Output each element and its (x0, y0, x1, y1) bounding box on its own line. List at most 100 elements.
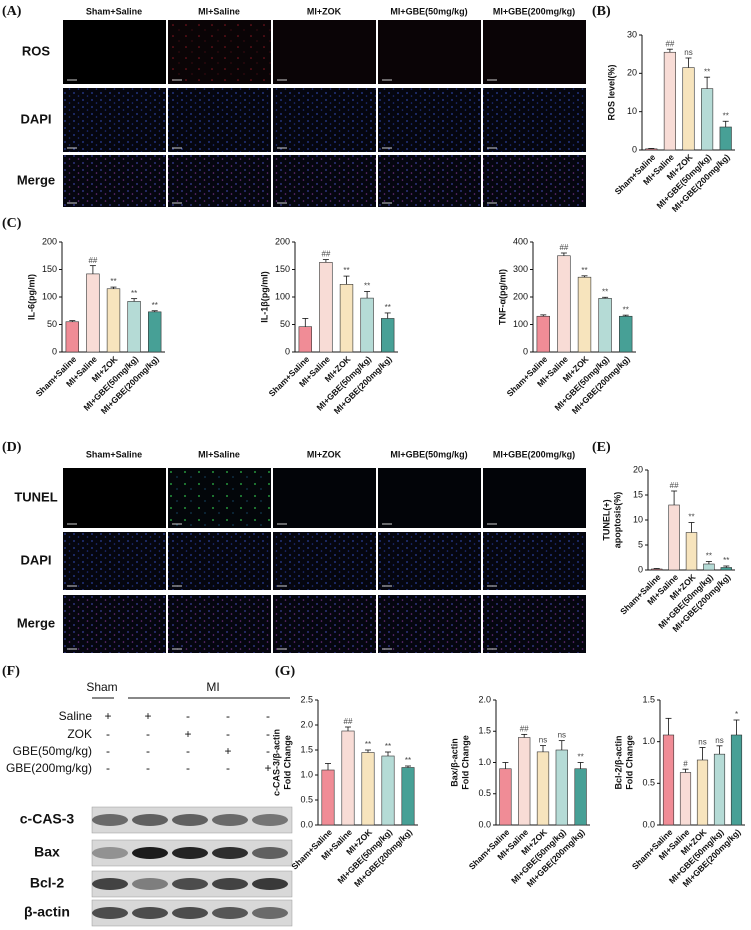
blot-band (132, 878, 168, 890)
significance: ** (385, 742, 391, 751)
y-tick-label: 50 (280, 319, 290, 329)
significance: ns (539, 736, 547, 745)
bar (668, 504, 680, 571)
bar (339, 284, 354, 353)
y-tick-label: 2.5 (300, 694, 313, 704)
row-label: Merge (17, 172, 55, 187)
blot-band (172, 814, 208, 826)
micrograph (63, 88, 166, 152)
bar (65, 321, 79, 353)
micrograph (483, 88, 586, 152)
y-tick-label: 0 (523, 346, 528, 356)
y-tick-label: 5 (638, 539, 643, 549)
treatment-sign: + (264, 761, 271, 775)
significance: ** (365, 740, 371, 749)
bar (577, 276, 592, 353)
significance: ** (704, 67, 710, 76)
treatment-label: ZOK (67, 727, 92, 741)
bar (557, 255, 571, 353)
blot-band (212, 907, 248, 919)
bar (701, 88, 714, 151)
protein-label: c-CAS-3 (20, 811, 75, 827)
bar (651, 568, 663, 571)
column-header: MI+ZOK (307, 449, 342, 459)
column-header: MI+GBE(50mg/kg) (390, 6, 467, 16)
significance: ** (405, 756, 411, 765)
y-tick-label: 20 (633, 464, 643, 474)
y-tick-label: 200 (42, 236, 57, 246)
treatment-sign: - (226, 727, 230, 741)
treatment-label: GBE(200mg/kg) (6, 761, 92, 775)
micrograph (273, 468, 376, 528)
bar (106, 288, 121, 353)
y-tick-label: 100 (42, 291, 57, 301)
significance: ns (715, 736, 723, 745)
blot-band (92, 878, 128, 890)
panel-label: (D) (2, 440, 22, 455)
column-header: MI+GBE(200mg/kg) (493, 449, 575, 459)
protein-label: β-actin (24, 904, 70, 920)
significance: ns (558, 731, 566, 740)
y-tick-label: 30 (627, 29, 637, 39)
y-axis-label: IL-1β(pg/ml) (259, 271, 269, 323)
blot-band (212, 814, 248, 826)
micrograph (168, 20, 271, 84)
row-label: TUNEL (14, 489, 57, 504)
row-label: ROS (22, 43, 51, 58)
bar (682, 67, 695, 151)
blot-band (132, 847, 168, 859)
protein-label: Bcl-2 (30, 875, 64, 891)
bar (536, 315, 550, 353)
y-tick-label: 0.0 (642, 819, 655, 829)
y-axis-label: Bax/β-actin (449, 738, 459, 787)
y-tick-label: 1.5 (642, 694, 655, 704)
y-tick-label: 2.0 (300, 719, 313, 729)
micrograph (63, 20, 166, 84)
bar (321, 769, 335, 826)
blot-band (212, 878, 248, 890)
blot-band (252, 907, 288, 919)
y-axis-label: TUNEL(+) (601, 499, 611, 540)
panel-label: (C) (2, 216, 22, 231)
y-axis-label: ROS level(%) (606, 64, 616, 120)
y-tick-label: 150 (42, 264, 57, 274)
bar (381, 755, 395, 826)
group-label: Sham (86, 680, 117, 694)
significance: ** (364, 282, 370, 291)
blot-band (92, 847, 128, 859)
y-tick-label: 0.5 (300, 794, 313, 804)
significance: ** (602, 287, 608, 296)
treatment-sign: - (226, 709, 230, 723)
treatment-sign: - (146, 761, 150, 775)
blot-band (252, 814, 288, 826)
significance: ## (559, 243, 568, 252)
column-header: MI+Saline (198, 6, 240, 16)
panel-label: (F) (2, 664, 20, 679)
bar (720, 567, 732, 571)
bar (662, 734, 675, 826)
significance: ** (577, 753, 583, 762)
treatment-sign: - (106, 744, 110, 758)
significance: ** (343, 266, 349, 275)
bar (319, 262, 333, 353)
significance: ** (688, 513, 694, 522)
significance: ** (706, 552, 712, 561)
micrograph (483, 155, 586, 207)
treatment-sign: + (184, 727, 191, 741)
row-label: DAPI (20, 111, 51, 126)
micrograph (273, 88, 376, 152)
y-axis-label: Fold Change (624, 735, 634, 790)
blot-band (212, 847, 248, 859)
y-tick-label: 0 (52, 346, 57, 356)
bar (381, 318, 395, 353)
bar (536, 751, 550, 826)
y-axis-label: TNF-α(pg/ml) (497, 269, 507, 325)
bar (86, 273, 100, 353)
treatment-sign: - (106, 761, 110, 775)
treatment-sign: - (266, 744, 270, 758)
bar (663, 51, 676, 151)
bar (574, 768, 587, 826)
micrograph (378, 155, 481, 207)
y-axis-label: Bcl-2/β-actin (613, 735, 623, 789)
y-axis-label: Fold Change (460, 735, 470, 790)
